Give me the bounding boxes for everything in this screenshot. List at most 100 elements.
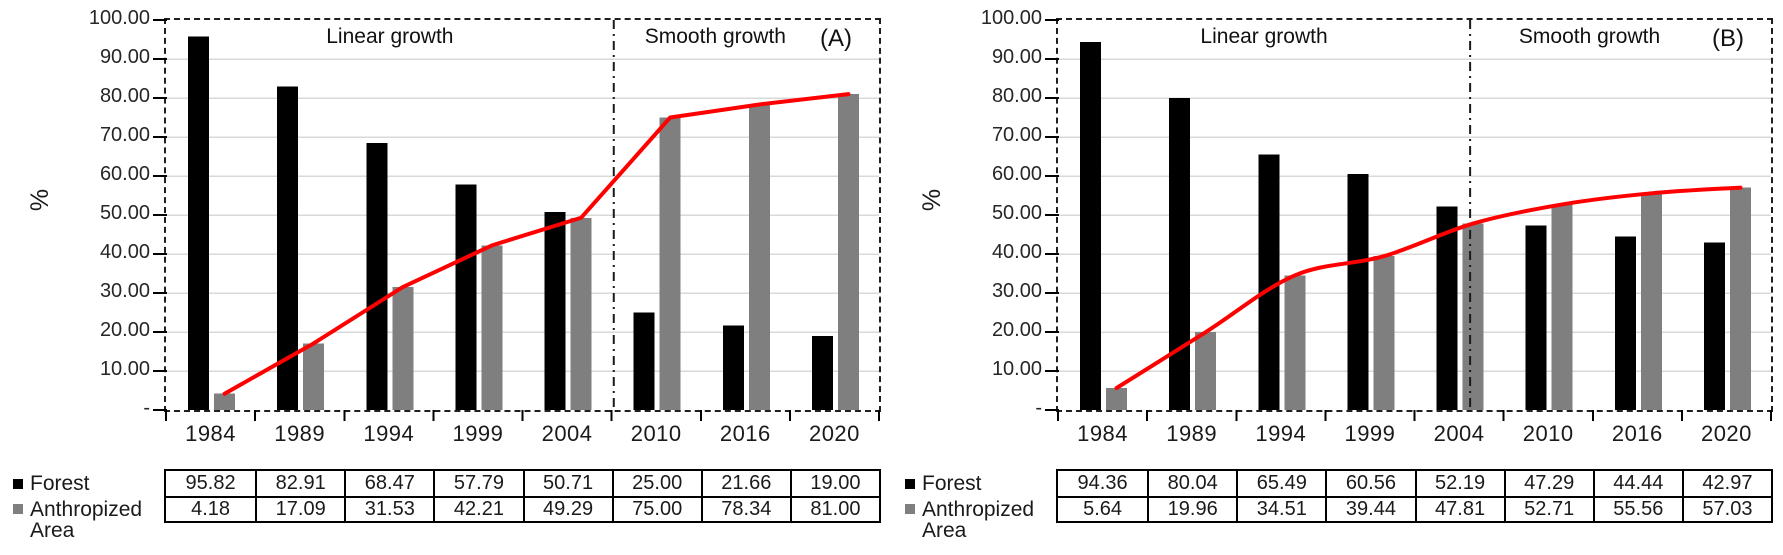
x-axis-year-label: 1989	[274, 421, 326, 446]
anthropized-area-bar	[214, 393, 236, 410]
y-tick-label: 80.00	[991, 85, 1042, 107]
region-label-smooth-growth: Smooth growth	[644, 25, 786, 48]
data-table: 95.82 82.91 68.47 57.79 50.71 25.00 21.66 19.00…	[164, 469, 881, 523]
anthropized-area-bar	[1640, 193, 1662, 410]
table-cell: 17.09	[255, 496, 345, 521]
forest-bar	[366, 142, 388, 410]
x-axis-year-label: 1994	[363, 421, 415, 446]
y-tick-label: 40.00	[991, 241, 1042, 263]
y-tick-label: 30.00	[991, 280, 1042, 302]
anthropized-area-bar	[570, 217, 592, 410]
x-axis-labels: 1984 1989 1994 1999 2004 2010 2016 2020	[164, 421, 881, 451]
table-cell: 19.96	[1147, 496, 1237, 521]
x-axis-year-label: 2010	[630, 421, 682, 446]
bars-and-line-canvas	[153, 19, 880, 421]
anthropized-area-bar	[1551, 204, 1573, 410]
y-tick-label: 100.00	[88, 7, 150, 29]
x-axis-year-label: 2004	[1433, 421, 1485, 446]
anthropized-area-bar	[659, 117, 681, 410]
x-axis-year-label: 1989	[1166, 421, 1218, 446]
y-tick-label: 50.00	[991, 202, 1042, 224]
y-tick-label: 20.00	[99, 319, 150, 341]
forest-bar	[1436, 206, 1458, 410]
table-cell: 55.56	[1592, 496, 1682, 521]
panel-letter: (B)	[1712, 25, 1744, 52]
x-axis-year-label: 1999	[452, 421, 504, 446]
panel-letter: (A)	[820, 25, 852, 52]
forest-bar	[277, 86, 299, 410]
forest-bar	[722, 325, 744, 410]
table-cell: 75.00	[611, 496, 701, 521]
x-axis-year-label: 1984	[185, 421, 237, 446]
y-tick-label: 100.00	[980, 7, 1042, 29]
forest-bar	[1169, 97, 1191, 411]
table-cell: 21.66	[700, 471, 790, 496]
forest-bar	[544, 212, 566, 410]
legend-label-forest: Forest	[922, 472, 982, 495]
anthropized-area-swatch-icon	[13, 504, 23, 514]
y-tick-label: -	[1035, 397, 1042, 419]
table-cell: 57.03	[1681, 496, 1771, 521]
region-label-linear-growth: Linear growth	[326, 25, 454, 48]
region-label-smooth-growth: Smooth growth	[1518, 25, 1661, 48]
region-label-linear-growth: Linear growth	[1200, 25, 1328, 48]
legend-item-forest: Forest	[13, 471, 90, 497]
x-axis-year-label: 2010	[1522, 421, 1574, 446]
forest-swatch-icon	[905, 479, 915, 489]
legend-item-anthropized-area: Anthropized Area	[13, 499, 178, 541]
table-cell: 82.91	[255, 471, 344, 496]
table-cell: 4.18	[166, 496, 256, 521]
table-cell: 47.81	[1414, 496, 1504, 521]
legend-label-forest: Forest	[30, 472, 90, 495]
anthropized-trend-line	[1114, 185, 1743, 391]
y-tick-label: 10.00	[99, 358, 150, 380]
table-cell: 57.79	[433, 471, 522, 496]
forest-bar	[455, 184, 477, 410]
y-tick-label: 40.00	[99, 241, 150, 263]
y-axis-tick-labels: 100.00 90.00 80.00 70.00 60.00 50.00 40.00 30.0…	[0, 0, 150, 440]
y-tick-label: -	[143, 397, 150, 419]
legend-label-anthropized-area: Anthropized Area	[30, 498, 143, 542]
y-tick-label: 80.00	[99, 85, 150, 107]
anthropized-area-bar	[1462, 223, 1484, 410]
anthropized-area-bar	[1195, 332, 1217, 410]
x-axis-year-label: 2004	[541, 421, 593, 446]
y-tick-label: 70.00	[99, 124, 150, 146]
table-cell: 68.47	[344, 471, 433, 496]
data-table: 94.36 80.04 65.49 60.56 52.19 47.29 44.44 42.97…	[1056, 469, 1773, 523]
table-cell: 81.00	[789, 496, 879, 521]
forest-swatch-icon	[13, 479, 23, 489]
table-cell: 47.29	[1503, 471, 1593, 496]
x-axis-year-label: 1999	[1344, 421, 1396, 446]
plot-area: Linear growth Smooth growth (B)	[1045, 18, 1773, 421]
table-cell: 34.51	[1236, 496, 1326, 521]
y-tick-label: 60.00	[99, 163, 150, 185]
table-cell: 25.00	[611, 471, 701, 496]
x-axis-year-label: 2016	[719, 421, 771, 446]
anthropized-area-bar	[1106, 388, 1128, 410]
table-cell: 49.29	[522, 496, 612, 521]
anthropized-area-bar	[748, 104, 770, 410]
plot-area: Linear growth Smooth growth (A)	[153, 18, 881, 421]
anthropized-area-bar	[392, 287, 414, 410]
x-axis-year-label: 1994	[1255, 421, 1307, 446]
y-tick-label: 10.00	[991, 358, 1042, 380]
table-cell: 5.64	[1058, 496, 1148, 521]
x-axis-year-label: 1984	[1077, 421, 1129, 446]
anthropized-area-bar	[1373, 256, 1395, 410]
chart-panel-b: % 100.00 90.00 80.00 70.00 60.00 50.00 40.00 30…	[892, 0, 1783, 555]
x-axis-year-label: 2020	[1700, 421, 1752, 446]
forest-bar	[1347, 173, 1369, 410]
y-axis-tick-labels: 100.00 90.00 80.00 70.00 60.00 50.00 40.00 30.0…	[892, 0, 1042, 440]
x-axis-labels: 1984 1989 1994 1999 2004 2010 2016 2020	[1056, 421, 1773, 451]
forest-bar	[1258, 154, 1280, 410]
table-cell: 80.04	[1147, 471, 1236, 496]
y-tick-label: 90.00	[99, 46, 150, 68]
table-cell: 44.44	[1592, 471, 1682, 496]
table-cell: 65.49	[1236, 471, 1325, 496]
table-cell: 42.97	[1681, 471, 1771, 496]
forest-bar	[811, 335, 833, 410]
y-tick-label: 20.00	[991, 319, 1042, 341]
anthropized-area-bar	[1284, 275, 1306, 410]
anthropized-area-bar	[481, 245, 503, 410]
